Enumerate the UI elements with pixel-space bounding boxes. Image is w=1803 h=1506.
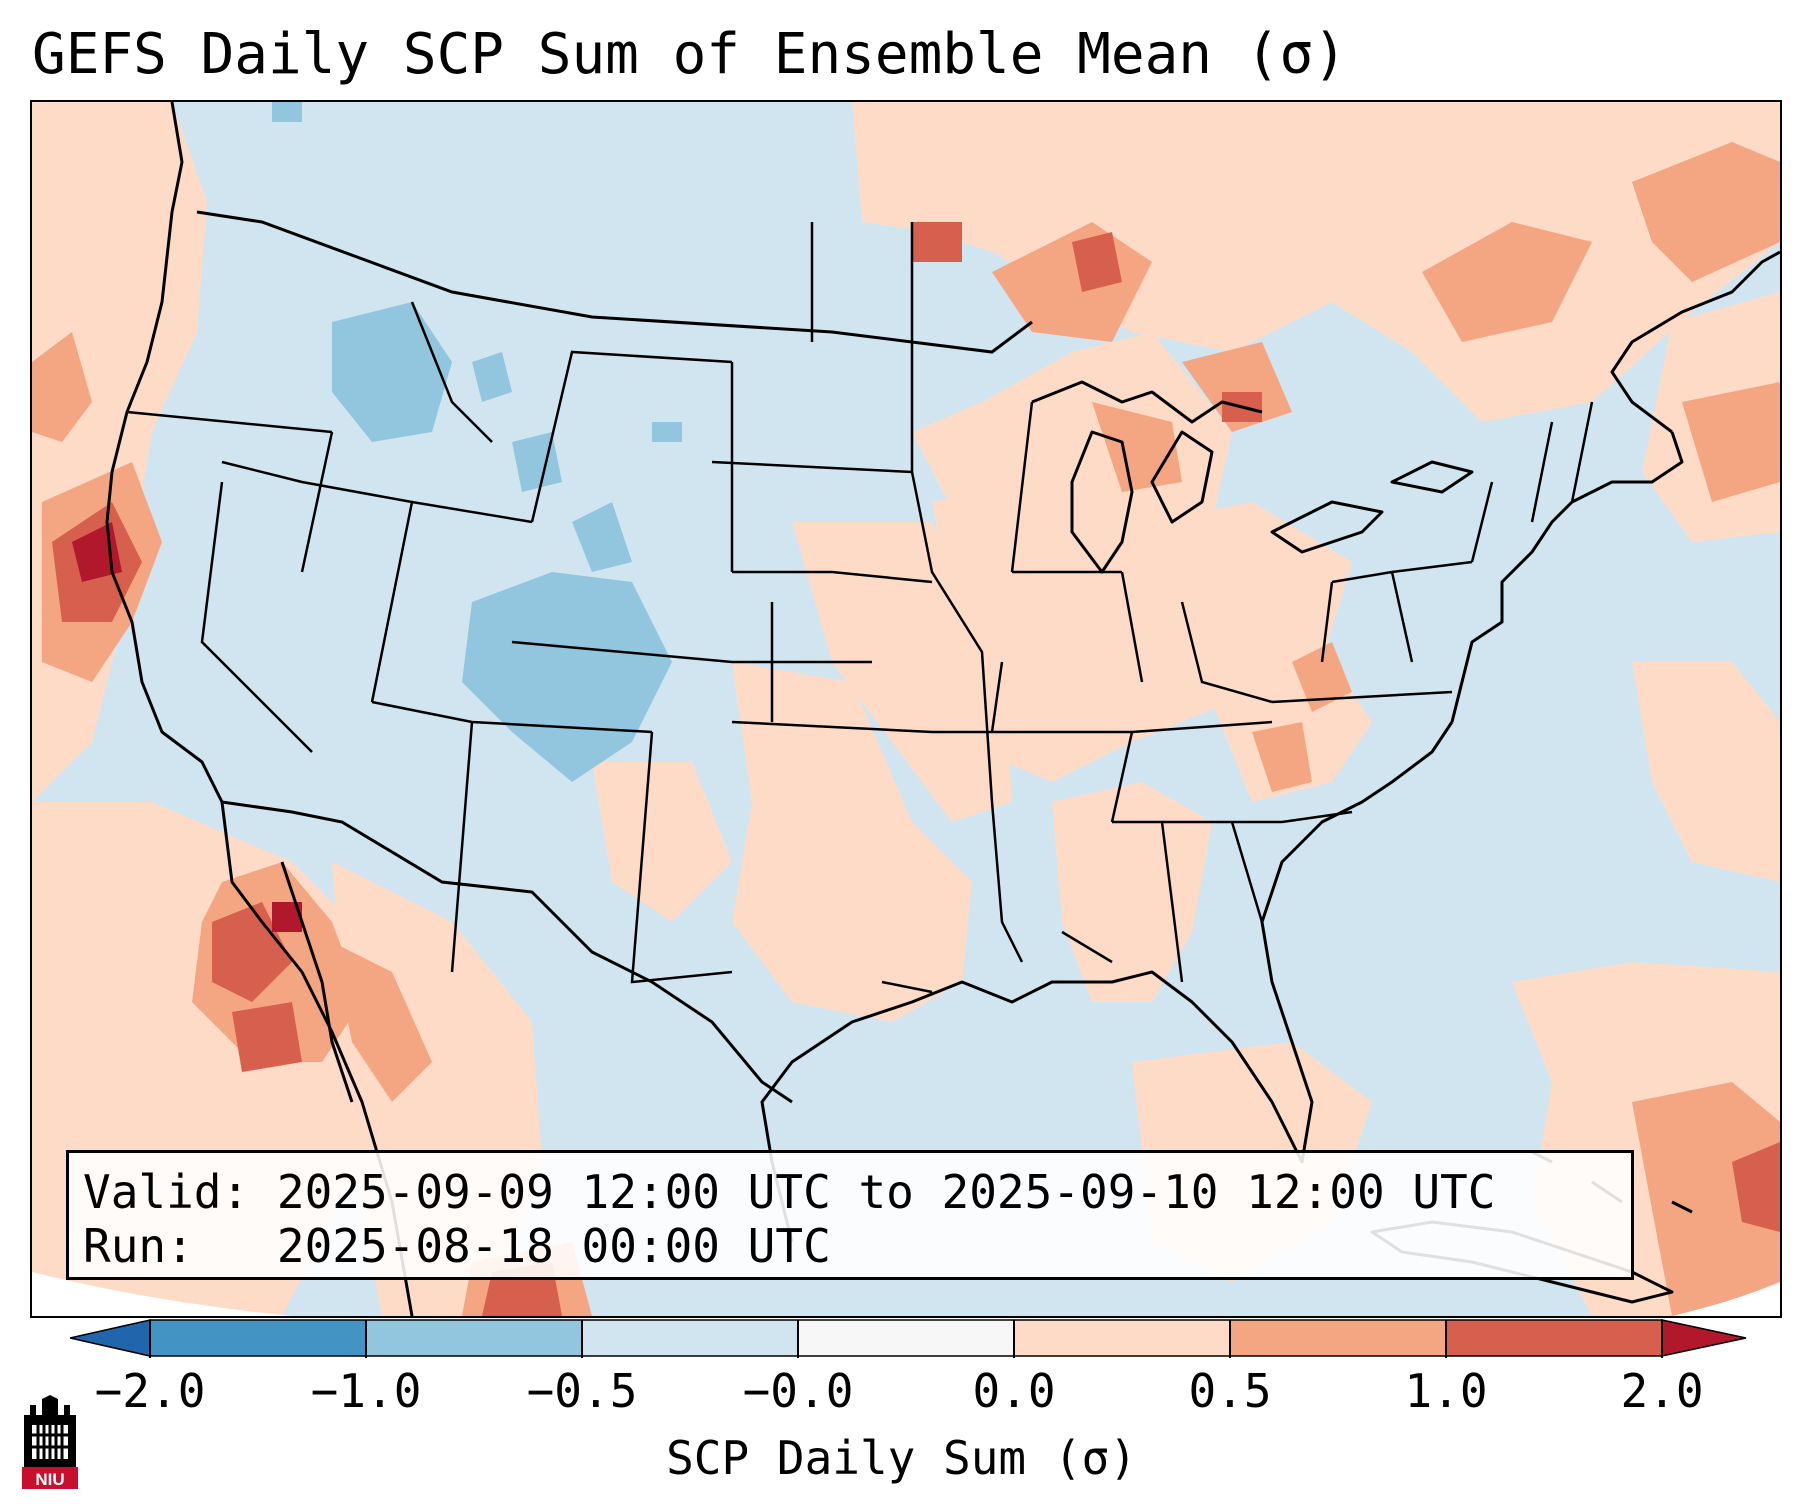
valid-label: Valid: [83,1165,250,1219]
colorbar-ticks [149,1320,1663,1358]
colorbar-bin-1 [150,1320,366,1356]
logo-text: NIU [35,1470,64,1489]
colorbar-extend-min [70,1319,151,1357]
colorbar-tick-label: 0.5 [1188,1364,1272,1418]
state-borders [126,222,1594,994]
colorbar-tick-label: 2.0 [1620,1364,1704,1418]
domain-edge-east [1672,1282,1780,1316]
niu-castle-logo: NIU [22,1395,78,1489]
map-svg [32,102,1780,1316]
anomaly-negative-mid [272,102,682,782]
run-label: Run: [83,1219,194,1273]
colorbar-tick-label: −1.0 [310,1364,422,1418]
colorbar-bin-3 [582,1320,798,1356]
valid-run-info-box: Valid: 2025-09-09 12:00 UTC to 2025-09-1… [66,1150,1634,1280]
colorbar-label: SCP Daily Sum (σ) [666,1431,1137,1485]
colorbar-tick-label: −0.0 [742,1364,854,1418]
map-panel[interactable] [30,100,1782,1318]
run-time: 2025-08-18 00:00 UTC [276,1219,831,1273]
colorbar-tick-label: 1.0 [1404,1364,1488,1418]
valid-time-range: 2025-09-09 12:00 UTC to 2025-09-10 12:00… [276,1165,1496,1219]
colorbar-tick-label: −0.5 [526,1364,638,1418]
colorbar-bin-4 [798,1320,1014,1356]
colorbar-bin-2 [366,1320,582,1356]
colorbar-extend-max [1661,1319,1747,1357]
colorbar-tick-label: 0.0 [972,1364,1056,1418]
international-borders [196,210,1033,1104]
map-title: GEFS Daily SCP Sum of Ensemble Mean (σ) [32,22,1347,87]
colorbar-bin-5 [1014,1320,1230,1356]
colorbar-tick-label: −2.0 [94,1364,206,1418]
colorbar-bin-6 [1230,1320,1446,1356]
colorbar [70,1319,1747,1358]
domain-edge [32,1272,292,1316]
colorbar-bin-7 [1446,1320,1662,1356]
